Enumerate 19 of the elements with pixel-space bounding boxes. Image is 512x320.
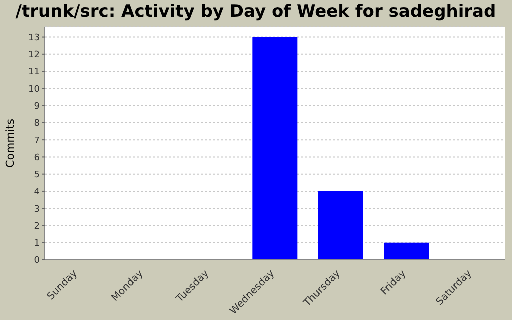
y-tick-label: 7 bbox=[34, 136, 40, 146]
y-tick-label: 2 bbox=[34, 222, 40, 232]
chart-title: /trunk/src: Activity by Day of Week for sadeghirad bbox=[14, 2, 498, 22]
y-tick-label: 3 bbox=[34, 204, 40, 215]
y-tick-label: 1 bbox=[34, 239, 40, 250]
y-tick-label: 0 bbox=[34, 256, 40, 266]
y-tick-label: 4 bbox=[34, 188, 40, 198]
y-tick-label: 13 bbox=[28, 33, 40, 44]
y-tick-label: 9 bbox=[34, 102, 40, 112]
y-tick-label: 11 bbox=[28, 68, 40, 78]
y-tick-label: 6 bbox=[34, 153, 40, 164]
y-tick-label: 10 bbox=[28, 84, 40, 95]
y-tick-label: 5 bbox=[34, 170, 40, 181]
bar bbox=[384, 242, 430, 260]
bar bbox=[318, 191, 364, 260]
y-tick-label: 8 bbox=[34, 119, 40, 130]
bar bbox=[252, 37, 298, 260]
y-tick-label: 12 bbox=[28, 50, 40, 61]
y-axis-title: Commits bbox=[4, 118, 17, 168]
